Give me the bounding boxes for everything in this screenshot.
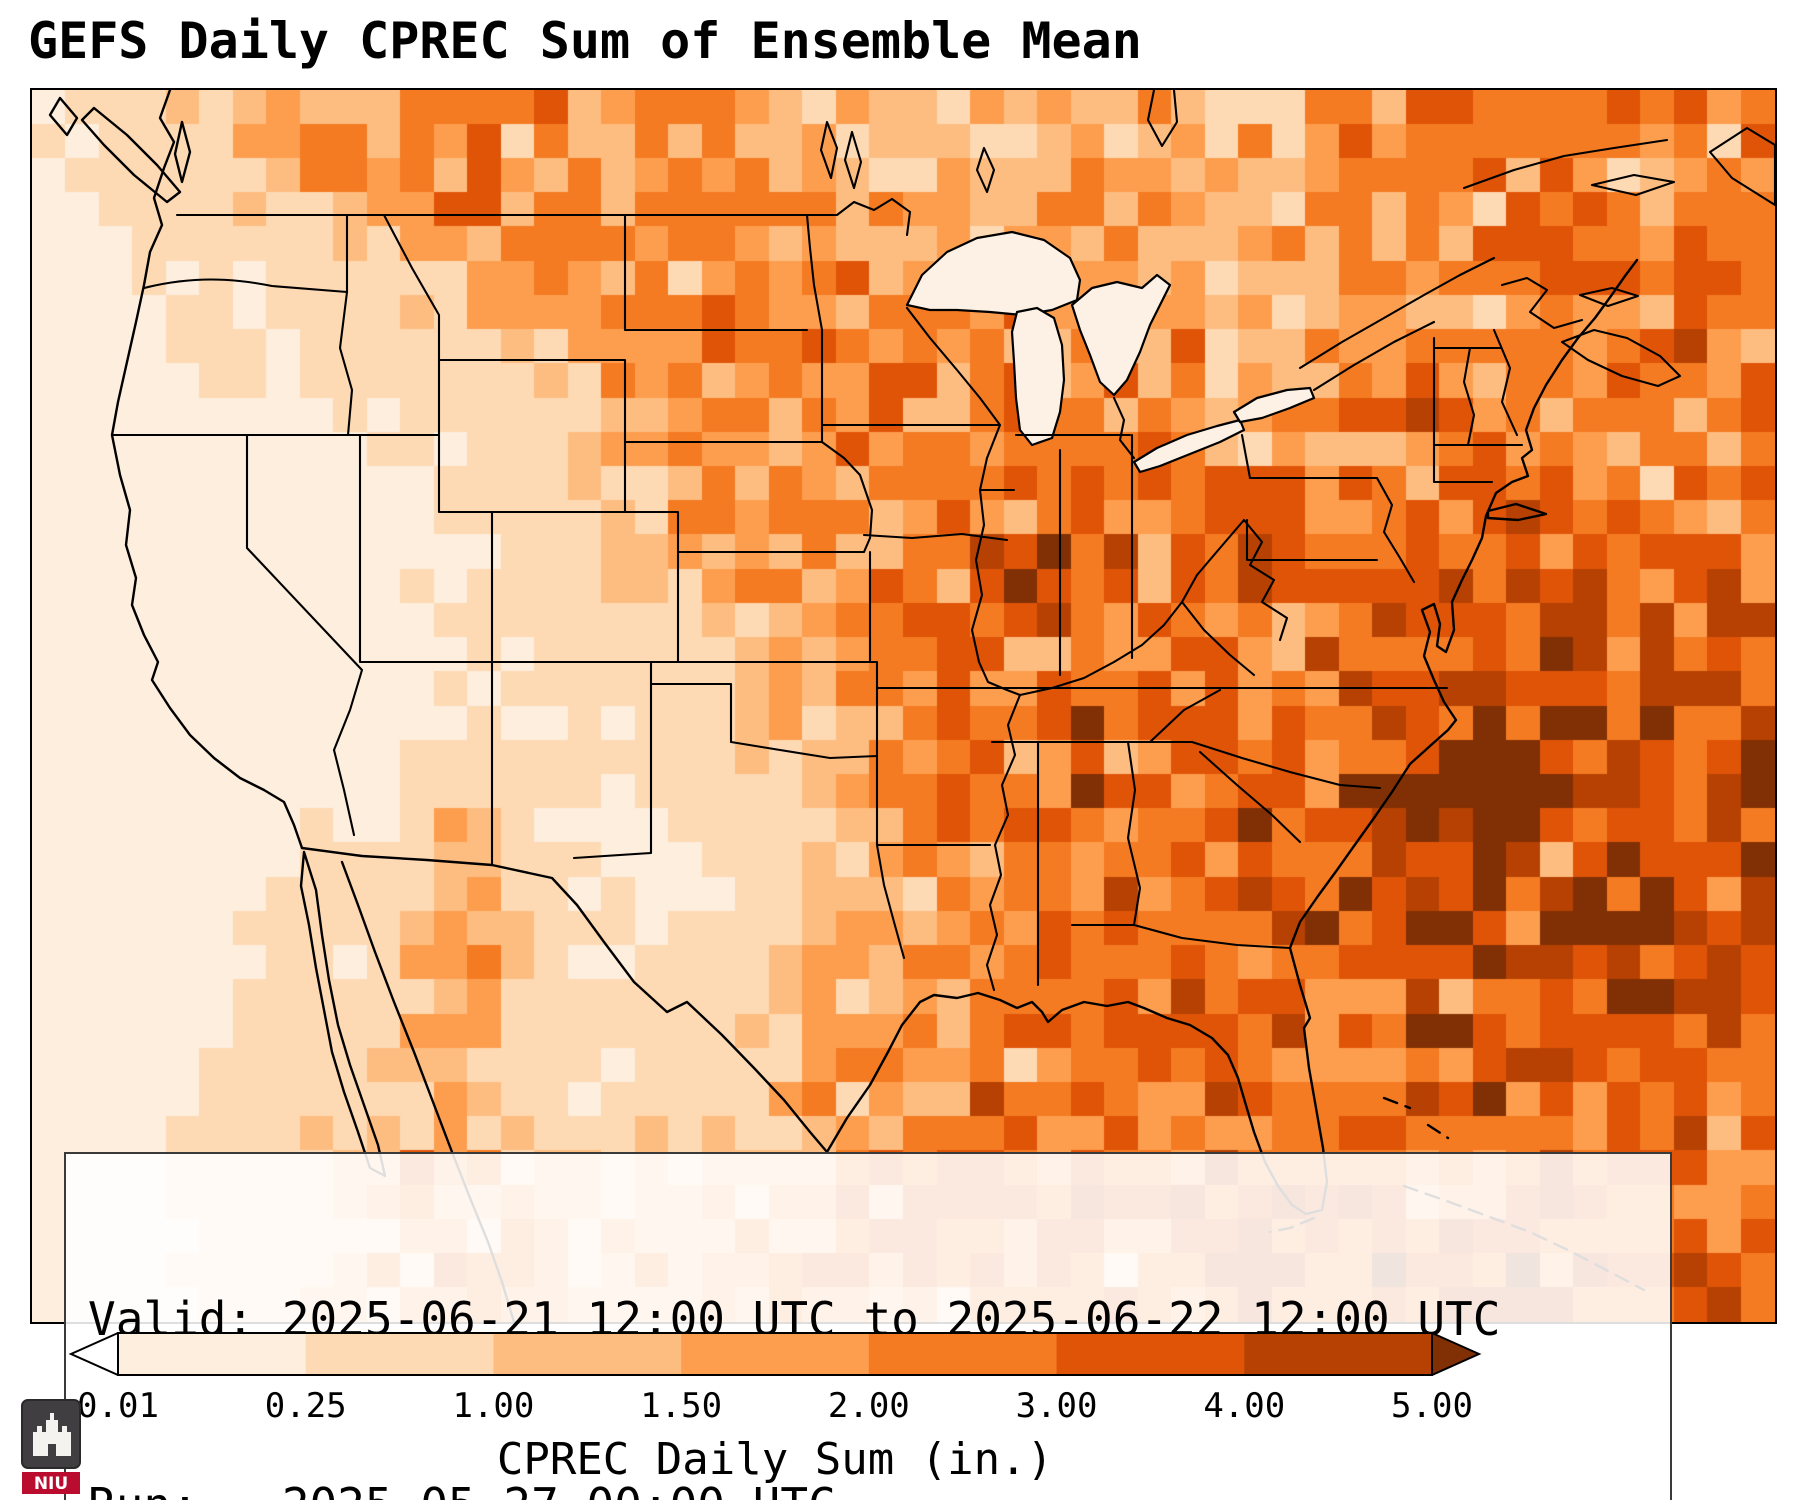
colorbar: [68, 1331, 1482, 1377]
colorbar-outline: [117, 1332, 1433, 1376]
colorbar-segment: [868, 1333, 1058, 1375]
logo-red-badge: [22, 1472, 80, 1494]
run-text: Run: 2025-05-27 00:00 UTC: [88, 1474, 1648, 1500]
colorbar-under-arrow: [68, 1331, 119, 1377]
colorbar-tick-label: 1.50: [640, 1386, 723, 1426]
figure-title: GEFS Daily CPREC Sum of Ensemble Mean: [28, 12, 1142, 70]
colorbar-axis-label: CPREC Daily Sum (in.): [496, 1434, 1054, 1485]
gulf-atlantic-coastline: [825, 258, 1639, 1216]
colorbar-segment: [305, 1333, 495, 1375]
colorbar-tick-label: 4.00: [1203, 1386, 1286, 1426]
colorbar-tick-labels: 0.01 0.25 1.00 1.50 2.00 3.00 4.00 5.00: [65, 1380, 1485, 1426]
eastern-state-borders: [985, 320, 1524, 992]
us-mexico-border: [300, 846, 829, 1154]
map-area: Valid: 2025-06-21 12:00 UTC to 2025-06-2…: [30, 88, 1777, 1500]
western-state-borders: [110, 213, 1022, 960]
precip-heatmap-canvas: [32, 90, 1775, 1322]
colorbar-tick-label: 5.00: [1391, 1386, 1473, 1426]
colorbar-over-arrow: [1431, 1331, 1482, 1377]
state-borders: [110, 90, 1775, 992]
lake-superior: [905, 230, 1082, 317]
canada-coast-lines: [819, 90, 1775, 388]
baja-california: [299, 850, 387, 1178]
pacific-coastline: [110, 90, 304, 850]
colorbar-segment: [493, 1333, 682, 1375]
long-island: [1486, 502, 1548, 522]
colorbar-tick-label: 1.00: [452, 1386, 535, 1426]
great-lakes: [905, 230, 1316, 474]
lake-ontario: [1232, 386, 1316, 424]
colorbar-area: 0.01 0.25 1.00 1.50 2.00 3.00 4.00 5.00 CPREC D…: [65, 1331, 1485, 1485]
vancouver-island: [48, 96, 192, 204]
colorbar-segment: [1244, 1333, 1433, 1375]
colorbar-tick-label: 3.00: [1015, 1386, 1098, 1426]
map-borders-overlay: [48, 90, 1775, 1322]
colorbar-tick-label: 2.00: [827, 1386, 910, 1426]
colorbar-tick-label: 0.01: [77, 1386, 159, 1426]
colorbar-segment: [681, 1333, 870, 1375]
logo-text: NIU: [34, 1474, 68, 1494]
castle-icon: [33, 1413, 71, 1456]
castle-door: [48, 1444, 56, 1456]
niu-logo: NIU: [20, 1398, 82, 1500]
colorbar-segment: [118, 1333, 307, 1375]
lake-huron: [1070, 273, 1172, 397]
colorbar-segment: [1056, 1333, 1245, 1375]
colorbar-tick-label: 0.25: [264, 1386, 347, 1426]
lake-erie: [1132, 418, 1246, 474]
coastlines: [48, 90, 1639, 1322]
lake-michigan: [1010, 306, 1066, 447]
